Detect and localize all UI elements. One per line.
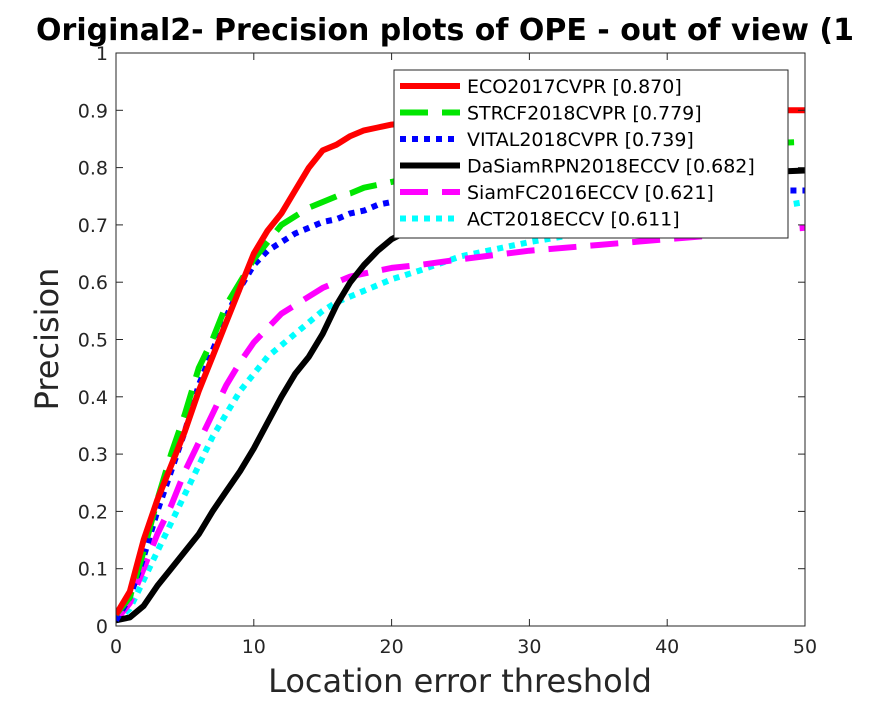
legend-entry-4: SiamFC2016ECCV [0.621] — [467, 182, 714, 204]
series-line-4 — [116, 224, 805, 623]
legend-entry-5: ACT2018ECCV [0.611] — [467, 209, 680, 231]
legend-box — [393, 69, 789, 239]
legend-entry-0: ECO2017CVPR [0.870] — [467, 76, 682, 98]
y-tick-label: 0.1 — [78, 559, 108, 581]
y-tick-label: 0.4 — [78, 387, 108, 409]
x-tick-label: 50 — [793, 636, 817, 658]
x-tick-label: 20 — [380, 636, 404, 658]
x-tick-label: 10 — [242, 636, 266, 658]
legend-entry-1: STRCF2018CVPR [0.779] — [467, 103, 702, 125]
chart-title: Original2- Precision plots of OPE - out … — [36, 13, 854, 48]
y-tick-label: 0.8 — [78, 158, 108, 180]
legend: ECO2017CVPR [0.870] STRCF2018CVPR [0.779]… — [393, 69, 789, 239]
y-tick-label: 0 — [96, 616, 108, 638]
x-tick-label: 30 — [517, 636, 541, 658]
x-axis-label: Location error threshold — [268, 662, 652, 700]
legend-entry-2: VITAL2018CVPR [0.739] — [467, 129, 694, 151]
ticks-layer: 0 10 20 30 40 50 0 0.1 0.2 0.3 0.4 0.5 0.6 0.7 0.8 0.9 1 — [78, 43, 817, 658]
y-axis-label: Precision — [28, 268, 66, 411]
x-tick-label: 0 — [110, 636, 122, 658]
y-tick-label: 0.6 — [78, 272, 108, 294]
y-tick-label: 0.3 — [78, 444, 108, 466]
y-tick-label: 0.7 — [78, 215, 108, 237]
y-tick-label: 0.5 — [78, 330, 108, 352]
y-tick-label: 0.2 — [78, 501, 108, 523]
y-tick-label: 1 — [96, 43, 108, 65]
legend-entry-3: DaSiamRPN2018ECCV [0.682] — [467, 156, 755, 178]
x-tick-label: 40 — [655, 636, 679, 658]
y-tick-label: 0.9 — [78, 100, 108, 122]
series-line-5 — [116, 199, 805, 623]
